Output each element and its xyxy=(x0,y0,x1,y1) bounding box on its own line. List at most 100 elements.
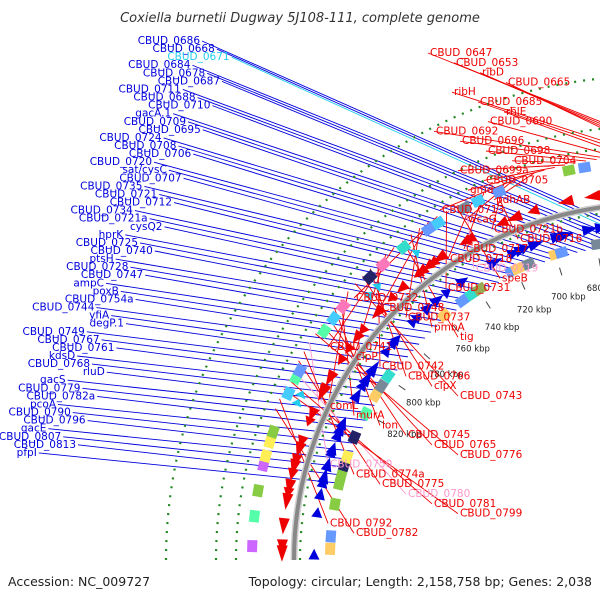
gc-content-dots xyxy=(164,77,600,561)
reverse-cog-block xyxy=(248,509,261,523)
map-title: Coxiella burnetii Dugway 5J108-111, comp… xyxy=(120,11,480,26)
rna-feature-arrow xyxy=(295,390,306,400)
gene-label: CBUD_0665 xyxy=(508,76,570,88)
gene-leader-line xyxy=(48,428,351,460)
gene-label: pdhAB xyxy=(496,194,530,206)
reverse-cog-block xyxy=(420,221,437,237)
gene-label: CBUD_0790 xyxy=(9,407,71,419)
gene-label: CBUD_0647 xyxy=(430,47,492,59)
reverse-gene-arrow xyxy=(282,492,294,510)
gene-label: CBUD_0725 xyxy=(76,237,138,249)
forward-cog-block xyxy=(521,256,537,271)
gene-label: CBUD_0776 xyxy=(460,449,523,461)
gene-leader-line xyxy=(67,379,371,414)
reverse-gene-arrow xyxy=(371,303,387,319)
reverse-gene-arrow xyxy=(305,415,316,427)
gene-label: murA xyxy=(356,410,385,422)
forward-cog-block xyxy=(436,307,452,323)
gene-label: CBUD_0684 xyxy=(128,59,191,71)
gene-label: CBUD_0696 xyxy=(462,135,525,147)
gene-label: gacS xyxy=(40,374,66,386)
reverse-cog-block xyxy=(281,386,296,402)
accession-text: Accession: NC_009727 xyxy=(8,574,150,589)
gene-leader-line xyxy=(379,221,429,309)
reverse-gene-arrow xyxy=(309,405,320,422)
reverse-gene-arrow xyxy=(387,291,399,302)
gene-label: wcaG xyxy=(468,214,497,226)
forward-gene-arrow xyxy=(406,317,418,329)
gene-label: CBUD_0724 xyxy=(99,132,162,144)
rna-feature-arrow xyxy=(411,249,421,259)
forward-cog-block xyxy=(358,405,373,422)
forward-cog-block xyxy=(334,469,348,484)
reverse-cog-block xyxy=(326,310,342,327)
forward-gene-arrow xyxy=(440,289,451,300)
gene-leader-line xyxy=(483,166,555,181)
reverse-cog-block xyxy=(491,184,507,199)
gene-label: kdsD xyxy=(49,350,75,362)
reverse-gene-arrow xyxy=(464,231,478,243)
reverse-gene-arrow xyxy=(432,249,449,263)
reverse-cog-block xyxy=(375,256,392,273)
gene-label: CBUD_0712 xyxy=(110,197,172,209)
tick-mark xyxy=(377,419,386,425)
reverse-gene-arrow xyxy=(592,190,600,200)
gene-label: CBUD_0768 xyxy=(28,358,90,370)
gene-label: yfiA xyxy=(89,310,110,322)
gene-leader-line xyxy=(279,398,329,524)
forward-cog-block xyxy=(472,281,488,297)
gene-label: CBUD_0710 xyxy=(148,100,210,112)
gene-label: sat/cysC xyxy=(122,164,166,176)
genome-summary: Topology: circular; Length: 2,158,758 bp… xyxy=(248,574,592,589)
gene-leader-line xyxy=(465,179,515,220)
gene-label: CBUD_0807 xyxy=(0,431,61,443)
reverse-gene-arrow xyxy=(337,352,349,366)
reverse-gene-arrow xyxy=(496,215,510,226)
reverse-gene-arrow xyxy=(459,234,474,246)
tick-label: 680 kbp xyxy=(587,284,600,294)
gene-label: gacA.1 xyxy=(135,108,171,120)
gene-leader-line xyxy=(134,210,492,288)
reverse-gene-arrow xyxy=(285,478,297,496)
forward-gene-arrow xyxy=(455,277,469,289)
gene-leader-line xyxy=(298,360,381,485)
rna-feature-arrow xyxy=(372,283,381,293)
gene-leader-line xyxy=(125,234,471,301)
forward-gene-arrow xyxy=(594,222,600,234)
gene-label: CBUD_0685 xyxy=(480,96,542,108)
reverse-gene-arrow xyxy=(358,323,370,335)
gene-label: speB xyxy=(502,272,528,284)
forward-cog-block xyxy=(340,449,354,465)
gene-label: rhlE xyxy=(506,106,526,118)
reverse-gene-arrow xyxy=(321,381,332,394)
gene-label: CBUD_0780 xyxy=(408,488,470,500)
gene-leader-line xyxy=(77,444,346,476)
tick-label: 820 kbp xyxy=(387,430,422,440)
reverse-cog-block xyxy=(316,323,332,339)
gene-leader-line xyxy=(86,331,398,371)
forward-gene-arrow xyxy=(389,334,401,347)
gene-label: ampC xyxy=(73,277,104,289)
reverse-gene-arrow xyxy=(288,467,299,481)
reverse-gene-arrow xyxy=(277,539,288,555)
gene-label: clpP xyxy=(356,351,378,363)
forward-cog-block xyxy=(324,542,336,556)
forward-cog-block xyxy=(328,497,341,512)
backbone-arc xyxy=(292,205,600,561)
gene-label: pcoA xyxy=(30,398,57,410)
gene-label: CBUD_0692 xyxy=(436,125,498,137)
reverse-cog-block xyxy=(266,424,280,440)
gene-label: CBUD_0750 xyxy=(330,459,392,471)
gene-label: CBUD_0734 xyxy=(71,205,134,217)
reverse-cog-block xyxy=(335,298,351,315)
reverse-gene-arrow xyxy=(584,189,600,201)
forward-gene-arrow xyxy=(527,241,544,252)
forward-gene-arrow xyxy=(420,303,433,316)
gene-label: CBUD_0708 xyxy=(114,140,176,152)
gene-leader-line xyxy=(115,258,450,316)
gene-leader-line xyxy=(57,404,360,437)
forward-gene-arrow xyxy=(429,295,444,309)
gene-label: CBUD_0721 xyxy=(95,188,157,200)
forward-gene-arrow xyxy=(358,371,373,388)
gene-label: CBUD_0719 xyxy=(476,263,538,275)
